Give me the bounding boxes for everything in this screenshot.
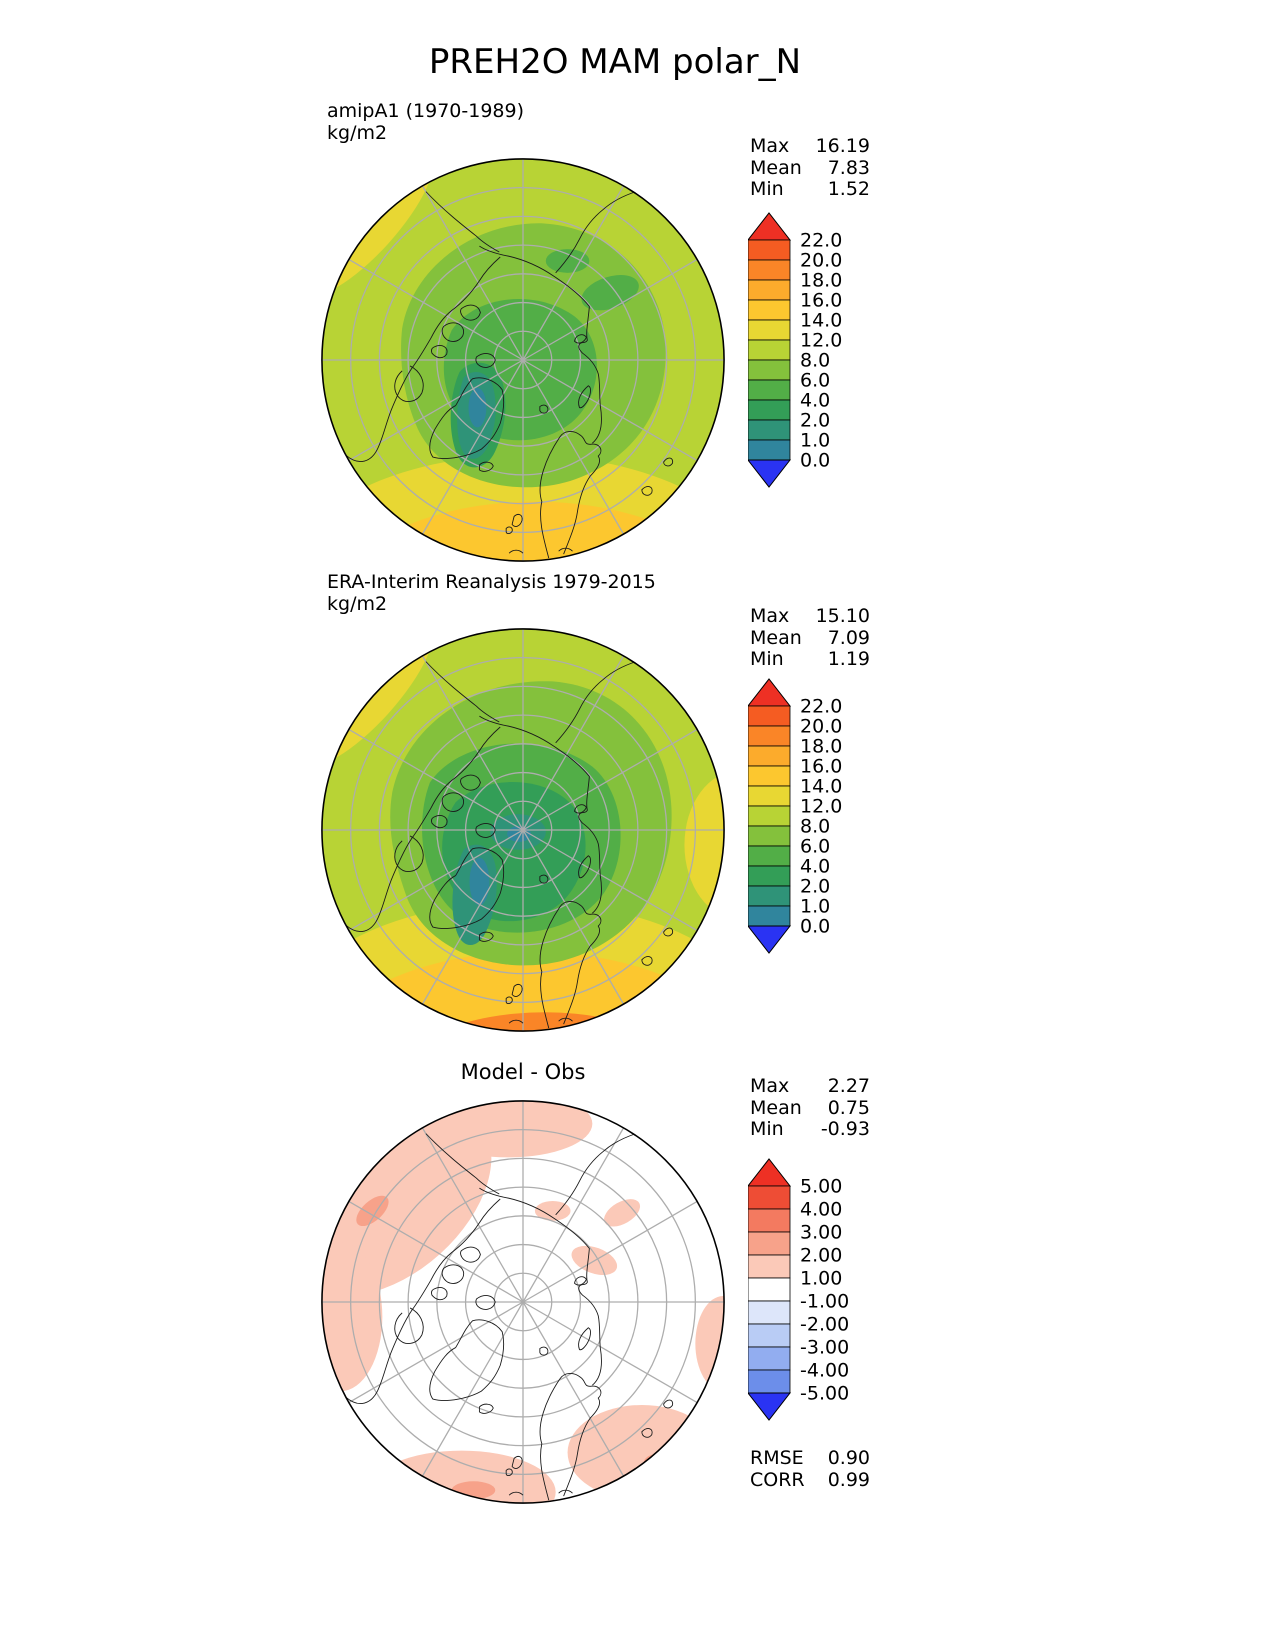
stat-row: Max 15.10 — [750, 605, 870, 628]
panel1-stats: Max 16.19 Mean 7.83 Min 1.52 — [750, 135, 870, 201]
svg-text:2.0: 2.0 — [800, 410, 830, 432]
svg-text:4.00: 4.00 — [800, 1199, 842, 1221]
panel1-dataset-label: amipA1 (1970-1989) — [327, 100, 525, 122]
mean-value: 7.83 — [827, 156, 870, 179]
min-label: Min — [750, 1118, 784, 1140]
svg-text:20.0: 20.0 — [800, 250, 842, 272]
svg-text:22.0: 22.0 — [800, 696, 842, 718]
svg-text:1.0: 1.0 — [800, 896, 830, 918]
panel3-stats: Max 2.27 Mean 0.75 Min -0.93 — [750, 1075, 870, 1141]
mean-label: Mean — [750, 156, 802, 179]
max-value: 16.19 — [815, 135, 870, 157]
svg-text:12.0: 12.0 — [800, 330, 842, 352]
svg-text:-4.00: -4.00 — [800, 1360, 849, 1382]
svg-text:-1.00: -1.00 — [800, 1291, 849, 1313]
graticule-and-coastlines — [321, 628, 725, 1032]
max-label: Max — [750, 605, 790, 627]
mean-value: 7.09 — [827, 626, 870, 649]
svg-text:1.00: 1.00 — [800, 1268, 842, 1290]
svg-text:4.0: 4.0 — [800, 390, 830, 412]
svg-text:4.0: 4.0 — [800, 856, 830, 878]
svg-text:-2.00: -2.00 — [800, 1314, 849, 1336]
stat-row: CORR 0.99 — [750, 1468, 870, 1492]
min-value: -0.93 — [820, 1118, 870, 1140]
svg-text:20.0: 20.0 — [800, 716, 842, 738]
colorbar-reanalysis: 22.0 20.0 18.0 16.0 14.0 12.0 8.0 6.0 4.0 2.0 1.0 0… — [746, 674, 883, 970]
map-boundary — [321, 158, 725, 562]
svg-text:6.0: 6.0 — [800, 836, 830, 858]
svg-text:14.0: 14.0 — [800, 310, 842, 332]
svg-text:8.0: 8.0 — [800, 816, 830, 838]
svg-text:3.00: 3.00 — [800, 1222, 842, 1244]
stat-row: Max 16.19 — [750, 135, 870, 158]
max-value: 15.10 — [815, 605, 870, 627]
svg-text:5.00: 5.00 — [800, 1176, 842, 1198]
mean-label: Mean — [750, 1096, 802, 1119]
panel1-units-label: kg/m2 — [327, 122, 388, 144]
panel2-stats: Max 15.10 Mean 7.09 Min 1.19 — [750, 605, 870, 671]
panel2-dataset-label: ERA-Interim Reanalysis 1979-2015 — [327, 571, 656, 593]
graticule-and-coastlines — [321, 158, 725, 562]
svg-text:22.0: 22.0 — [800, 230, 842, 252]
svg-text:1.0: 1.0 — [800, 430, 830, 452]
rmse-label: RMSE — [750, 1447, 804, 1469]
corr-label: CORR — [750, 1468, 805, 1491]
min-label: Min — [750, 648, 784, 670]
min-value: 1.19 — [827, 648, 870, 670]
mean-label: Mean — [750, 626, 802, 649]
corr-value: 0.99 — [827, 1468, 870, 1491]
svg-text:18.0: 18.0 — [800, 270, 842, 292]
max-label: Max — [750, 135, 790, 157]
panel2-label: ERA-Interim Reanalysis 1979-2015 kg/m2 — [327, 571, 656, 615]
stat-row: Mean 7.09 — [750, 626, 870, 650]
svg-text:12.0: 12.0 — [800, 796, 842, 818]
svg-text:0.0: 0.0 — [800, 450, 830, 472]
map-boundary — [321, 1100, 725, 1504]
svg-text:14.0: 14.0 — [800, 776, 842, 798]
min-label: Min — [750, 178, 784, 200]
colorbar-model: 22.0 20.0 18.0 16.0 14.0 12.0 8.0 6.0 4.0 2.0 1.0 0… — [746, 208, 883, 504]
figure-title: PREH2O MAM polar_N — [428, 42, 802, 82]
svg-text:-3.00: -3.00 — [800, 1337, 849, 1359]
panel3-skill-stats: RMSE 0.90 CORR 0.99 — [750, 1447, 870, 1492]
svg-text:16.0: 16.0 — [800, 756, 842, 778]
polar-map-difference — [321, 1100, 725, 1504]
svg-text:16.0: 16.0 — [800, 290, 842, 312]
panel1-label: amipA1 (1970-1989) kg/m2 — [327, 100, 524, 144]
max-value: 2.27 — [827, 1075, 870, 1097]
colorbar-difference: 5.00 4.00 3.00 2.00 1.00 -1.00 -2.00 -3.00 -4.00… — [746, 1154, 883, 1437]
svg-text:2.00: 2.00 — [800, 1245, 842, 1267]
stat-row: Min 1.19 — [750, 648, 870, 671]
polar-map-model — [321, 158, 725, 562]
stat-row: Min 1.52 — [750, 178, 870, 201]
panel2-units-label: kg/m2 — [327, 593, 388, 615]
mean-value: 0.75 — [827, 1096, 870, 1119]
graticule-and-coastlines — [321, 1100, 725, 1504]
max-label: Max — [750, 1075, 790, 1097]
svg-text:2.0: 2.0 — [800, 876, 830, 898]
stat-row: Max 2.27 — [750, 1075, 870, 1098]
svg-text:6.0: 6.0 — [800, 370, 830, 392]
stat-row: Mean 7.83 — [750, 156, 870, 180]
svg-text:-5.00: -5.00 — [800, 1383, 849, 1405]
stat-row: RMSE 0.90 — [750, 1447, 870, 1470]
min-value: 1.52 — [827, 178, 870, 200]
polar-map-reanalysis — [321, 628, 725, 1032]
svg-text:8.0: 8.0 — [800, 350, 830, 372]
map-boundary — [321, 628, 725, 1032]
panel3-title: Model - Obs — [460, 1060, 586, 1084]
stat-row: Mean 0.75 — [750, 1096, 870, 1120]
stat-row: Min -0.93 — [750, 1118, 870, 1141]
rmse-value: 0.90 — [827, 1447, 870, 1469]
svg-text:0.0: 0.0 — [800, 916, 830, 938]
svg-text:18.0: 18.0 — [800, 736, 842, 758]
